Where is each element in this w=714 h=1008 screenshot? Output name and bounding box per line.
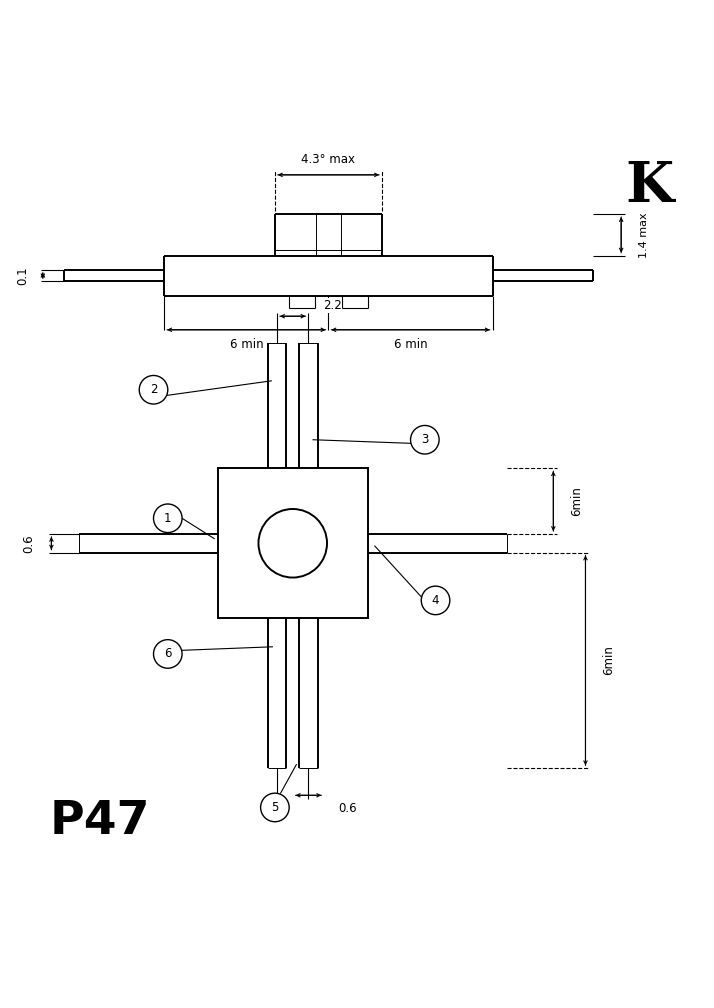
Circle shape: [139, 376, 168, 404]
Circle shape: [411, 425, 439, 454]
Text: 2.2: 2.2: [323, 299, 341, 312]
Text: 1.4 max: 1.4 max: [639, 212, 649, 258]
Text: 0.1: 0.1: [16, 266, 29, 285]
Text: 3: 3: [421, 433, 428, 447]
Text: K: K: [625, 159, 674, 214]
Text: 0.6: 0.6: [338, 801, 357, 814]
Text: 5: 5: [271, 801, 278, 813]
Circle shape: [154, 640, 182, 668]
Text: 6 min: 6 min: [393, 338, 428, 351]
Circle shape: [258, 509, 327, 578]
Text: 1: 1: [164, 512, 171, 525]
Text: P47: P47: [50, 799, 151, 845]
Circle shape: [261, 793, 289, 822]
Text: 6min: 6min: [602, 645, 615, 675]
Text: 4.3° max: 4.3° max: [301, 152, 356, 165]
Bar: [218, 469, 368, 618]
Text: 4: 4: [432, 594, 439, 607]
Text: 6: 6: [164, 647, 171, 660]
Text: 2: 2: [150, 383, 157, 396]
Text: 6 min: 6 min: [229, 338, 263, 351]
Circle shape: [421, 586, 450, 615]
Circle shape: [154, 504, 182, 532]
Text: 0.6: 0.6: [22, 534, 35, 552]
Text: 6min: 6min: [570, 486, 583, 516]
